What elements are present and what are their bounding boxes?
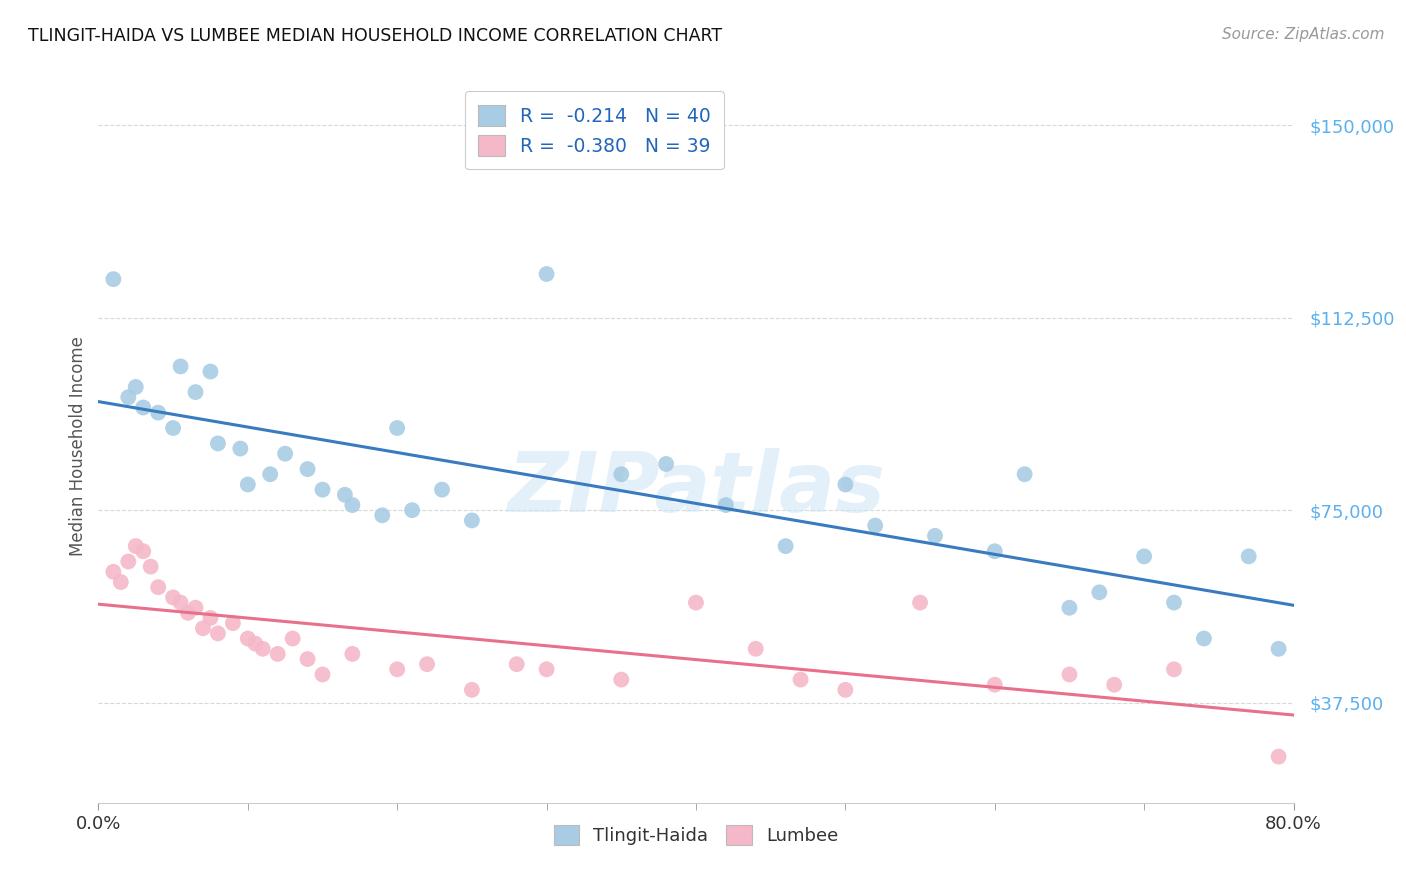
Point [162, 591, 184, 605]
Point [191, 621, 214, 635]
Point [1163, 662, 1185, 676]
Point [789, 673, 811, 687]
Point [103, 565, 125, 579]
Point [461, 513, 484, 527]
Point [342, 647, 364, 661]
Point [229, 442, 252, 456]
Point [184, 385, 207, 400]
Point [245, 637, 267, 651]
Point [714, 498, 737, 512]
Point [207, 436, 229, 450]
Point [416, 657, 439, 672]
Point [1059, 600, 1081, 615]
Point [385, 421, 409, 435]
Point [385, 662, 409, 676]
Point [924, 529, 946, 543]
Point [117, 390, 139, 404]
Point [1267, 749, 1289, 764]
Point [342, 498, 364, 512]
Point [259, 467, 281, 482]
Text: TLINGIT-HAIDA VS LUMBEE MEDIAN HOUSEHOLD INCOME CORRELATION CHART: TLINGIT-HAIDA VS LUMBEE MEDIAN HOUSEHOLD… [28, 27, 723, 45]
Point [401, 503, 423, 517]
Point [1088, 585, 1111, 599]
Point [775, 539, 797, 553]
Point [908, 596, 931, 610]
Point [311, 483, 333, 497]
Point [148, 406, 170, 420]
Point [745, 641, 768, 656]
Point [1104, 678, 1126, 692]
Point [834, 477, 856, 491]
Point [1267, 641, 1289, 656]
Point [281, 632, 304, 646]
Point [117, 554, 139, 568]
Point [236, 632, 259, 646]
Point [297, 652, 319, 666]
Text: ZIPatlas: ZIPatlas [508, 449, 884, 529]
Point [274, 447, 297, 461]
Point [685, 596, 707, 610]
Point [536, 267, 558, 281]
Point [169, 359, 191, 374]
Point [162, 421, 184, 435]
Point [655, 457, 678, 471]
Point [506, 657, 529, 672]
Y-axis label: Median Household Income: Median Household Income [69, 336, 87, 556]
Point [177, 606, 200, 620]
Point [984, 544, 1007, 558]
Point [132, 401, 155, 415]
Point [139, 559, 162, 574]
Point [200, 611, 222, 625]
Point [430, 483, 453, 497]
Point [834, 682, 856, 697]
Point [333, 488, 356, 502]
Point [297, 462, 319, 476]
Legend: Tlingit-Haida, Lumbee: Tlingit-Haida, Lumbee [544, 815, 848, 855]
Point [110, 575, 132, 590]
Point [1059, 667, 1081, 681]
Point [252, 641, 274, 656]
Point [865, 518, 887, 533]
Text: Source: ZipAtlas.com: Source: ZipAtlas.com [1222, 27, 1385, 42]
Point [1014, 467, 1036, 482]
Point [1192, 632, 1215, 646]
Point [984, 678, 1007, 692]
Point [169, 596, 191, 610]
Point [200, 365, 222, 379]
Point [132, 544, 155, 558]
Point [1237, 549, 1260, 564]
Point [267, 647, 290, 661]
Point [125, 539, 148, 553]
Point [236, 477, 259, 491]
Point [184, 600, 207, 615]
Point [207, 626, 229, 640]
Point [610, 673, 633, 687]
Point [222, 616, 245, 631]
Point [148, 580, 170, 594]
Point [125, 380, 148, 394]
Point [371, 508, 394, 523]
Point [103, 272, 125, 286]
Point [610, 467, 633, 482]
Point [536, 662, 558, 676]
Point [1163, 596, 1185, 610]
Point [311, 667, 333, 681]
Point [461, 682, 484, 697]
Point [1133, 549, 1156, 564]
